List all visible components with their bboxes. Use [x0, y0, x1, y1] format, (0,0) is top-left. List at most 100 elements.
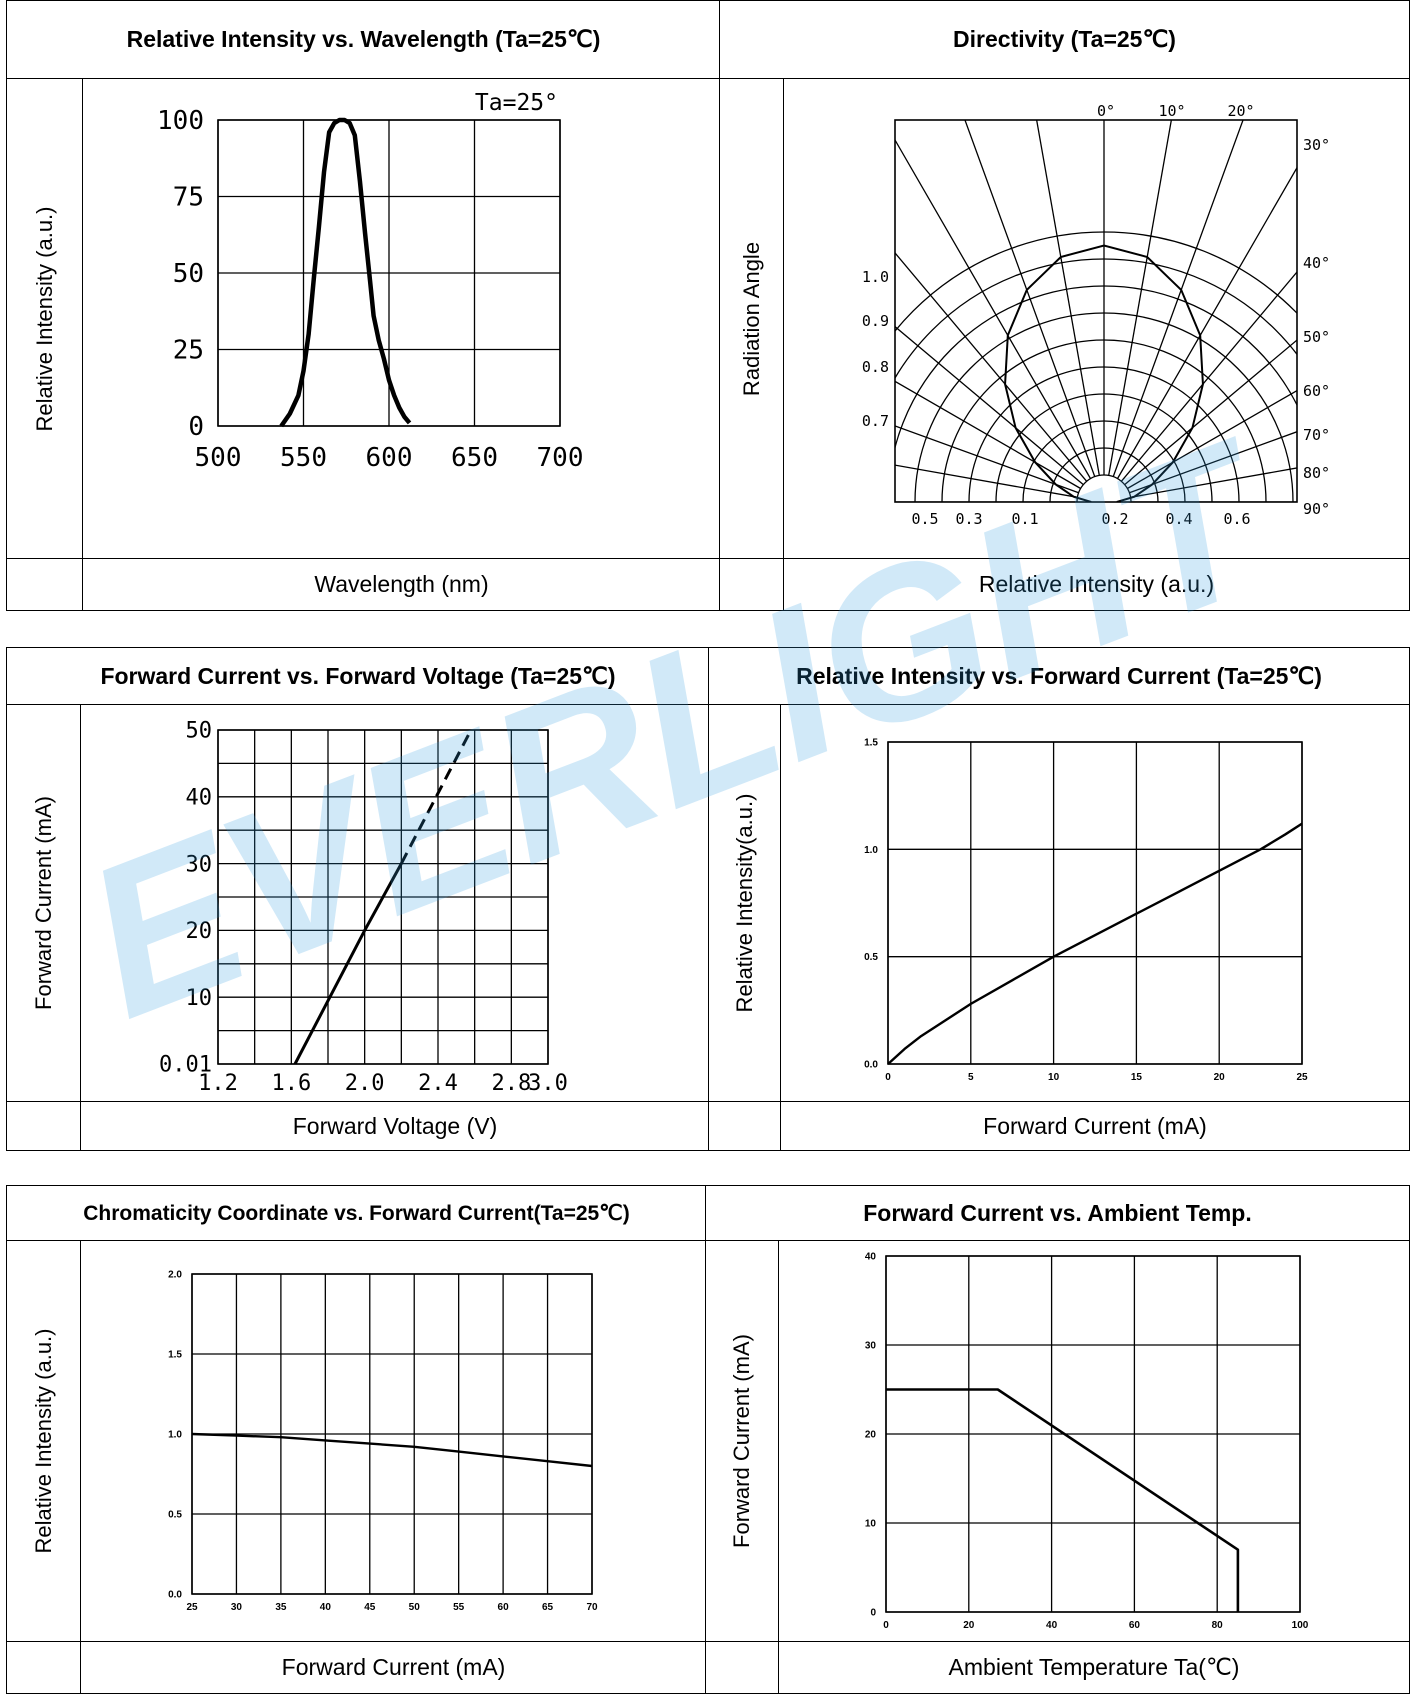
- y-tick-label: 1.5: [168, 1350, 182, 1361]
- y-tick-label: 30: [186, 852, 213, 877]
- polar-spoke: [895, 425, 1079, 494]
- intensity-tick-label: 0.3: [955, 510, 982, 528]
- chart-title: Relative Intensity vs. Forward Current (…: [709, 648, 1409, 705]
- x-tick-label: 650: [451, 443, 498, 473]
- xlabel-spacer: [7, 1641, 81, 1693]
- intensity-tick-label: 0.5: [911, 510, 938, 528]
- chart-panel-row1: Relative Intensity vs. Wavelength (Ta=25…: [6, 0, 1410, 611]
- y-tick-label: 50: [173, 259, 204, 289]
- x-tick-label: 60: [1129, 1620, 1141, 1631]
- y-tick-label: 1.0: [168, 1430, 182, 1441]
- directivity-plot: 0° 10° 20° 30° 40° 50° 60° 70° 80° 90° 1.0 0.9 0.8 0.…: [862, 102, 1330, 528]
- y-tick-label: 40: [186, 786, 213, 811]
- intensity-tick-label: 0.2: [1101, 510, 1128, 528]
- x-axis-label: Wavelength (nm): [83, 558, 720, 610]
- radiation-pattern: [1004, 244, 1204, 502]
- y-tick-label: 0.5: [864, 952, 878, 963]
- y-tick-label: 10: [186, 986, 213, 1011]
- x-tick-label: 55: [453, 1602, 465, 1613]
- y-tick-label: 0: [870, 1608, 876, 1619]
- chart-panel-row2: Forward Current vs. Forward Voltage (Ta=…: [6, 647, 1410, 1151]
- x-tick-label: 60: [498, 1602, 510, 1613]
- x-tick-label: 550: [280, 443, 327, 473]
- x-tick-label: 100: [1292, 1620, 1309, 1631]
- intensity-tick-label: 0.1: [1011, 510, 1038, 528]
- angle-tick-label: 50°: [1303, 328, 1330, 346]
- ylabel-cell: Relative Intensity (a.u.): [7, 79, 83, 559]
- x-tick-label: 3.0: [528, 1071, 568, 1096]
- x-tick-label: 2.8: [491, 1071, 531, 1096]
- series-line: [293, 862, 403, 1065]
- y-axis-label: Radiation Angle: [738, 241, 764, 397]
- plot-frame: [885, 1255, 1301, 1613]
- plot-frame: [887, 741, 1303, 1065]
- ylabel-cell: Forward Current (mA): [7, 705, 81, 1101]
- x-axis-label: Forward Current (mA): [781, 1101, 1409, 1150]
- polar-spoke: [1129, 431, 1297, 494]
- y-tick-label: 25: [173, 336, 204, 366]
- x-tick-label: 5: [968, 1072, 974, 1083]
- y-axis-label: Forward Current (mA): [30, 796, 56, 1010]
- x-tick-label: 40: [320, 1602, 332, 1613]
- x-tick-label: 30: [231, 1602, 243, 1613]
- ifvf-plot: 1.2 1.6 2.0 2.4 2.83.0 0.01 10 20 30 40 50: [159, 719, 568, 1096]
- chart-title: Relative Intensity vs. Wavelength (Ta=25…: [7, 1, 720, 79]
- y-tick-label: 1.0: [864, 845, 878, 856]
- x-tick-label: 80: [1212, 1620, 1224, 1631]
- intensity-tick-label: 0.6: [1223, 510, 1250, 528]
- y-tick-label: 20: [186, 919, 213, 944]
- x-tick-label: 600: [366, 443, 413, 473]
- plot-frame: [894, 119, 1298, 503]
- polar-spoke: [1130, 467, 1297, 498]
- series-line: [886, 1388, 1240, 1612]
- angle-tick-label: 10°: [1158, 102, 1185, 120]
- series-line: [279, 117, 412, 428]
- polar-spoke: [895, 464, 1078, 498]
- y-tick-label: 0: [188, 412, 204, 442]
- series-line: [887, 822, 1303, 1065]
- angle-tick-label: 70°: [1303, 426, 1330, 444]
- polar-spoke: [895, 138, 1092, 479]
- chroma-plot: 25 30 35 40 45 50 55 60 65 70 0.0 0.5 1.0 1.5 2.0: [168, 1270, 598, 1614]
- polar-spoke: [1112, 120, 1244, 477]
- chart-panel-row3: Chromaticity Coordinate vs. Forward Curr…: [6, 1185, 1410, 1694]
- x-tick-label: 1.2: [198, 1071, 238, 1096]
- y-axis-label: Forward Current (mA): [729, 1334, 754, 1548]
- x-tick-label: 65: [542, 1602, 554, 1613]
- xlabel-spacer: [709, 1101, 781, 1150]
- xlabel-spacer: [720, 558, 784, 610]
- chart-title: Chromaticity Coordinate vs. Forward Curr…: [7, 1186, 706, 1241]
- angle-tick-label: 40°: [1303, 254, 1330, 272]
- y-tick-label: 0.5: [168, 1510, 182, 1521]
- y-axis-label: Relative Intensity (a.u.): [30, 1328, 56, 1554]
- panel-divider: [708, 648, 709, 1150]
- xlabel-spacer: [7, 558, 83, 610]
- plot-frame: [217, 729, 549, 1065]
- x-axis-label: Relative Intensity (a.u.): [784, 558, 1409, 610]
- x-tick-label: 0: [885, 1072, 891, 1083]
- chart-title: Forward Current vs. Forward Voltage (Ta=…: [7, 648, 709, 705]
- radius-tick-label: 0.7: [862, 412, 889, 430]
- polar-spoke: [1035, 120, 1100, 476]
- x-axis-label: Ambient Temperature Ta(℃): [779, 1641, 1409, 1693]
- x-tick-label: 700: [537, 443, 584, 473]
- y-tick-label: 1.5: [864, 738, 878, 749]
- polar-spoke: [1127, 389, 1297, 490]
- x-tick-label: 20: [963, 1620, 975, 1631]
- angle-tick-label: 80°: [1303, 464, 1330, 482]
- x-tick-label: 45: [364, 1602, 376, 1613]
- x-tick-label: 25: [1296, 1072, 1308, 1083]
- polar-spoke: [895, 325, 1084, 486]
- ivif-plot: 0 5 10 15 20 25 0.0 0.5 1.0 1.5: [864, 738, 1308, 1084]
- y-tick-label: 75: [173, 183, 204, 213]
- y-tick-label: 20: [865, 1430, 877, 1441]
- panel-divider: [705, 1186, 706, 1693]
- polar-spoke: [1120, 270, 1297, 482]
- radius-tick-label: 1.0: [862, 268, 889, 286]
- x-tick-label: 35: [275, 1602, 287, 1613]
- y-axis-label: Relative Intensity (a.u.): [31, 206, 57, 432]
- x-axis-label: Forward Current (mA): [81, 1641, 706, 1693]
- x-axis-label: Forward Voltage (V): [81, 1101, 709, 1150]
- x-tick-label: 70: [586, 1602, 598, 1613]
- xlabel-spacer: [706, 1641, 779, 1693]
